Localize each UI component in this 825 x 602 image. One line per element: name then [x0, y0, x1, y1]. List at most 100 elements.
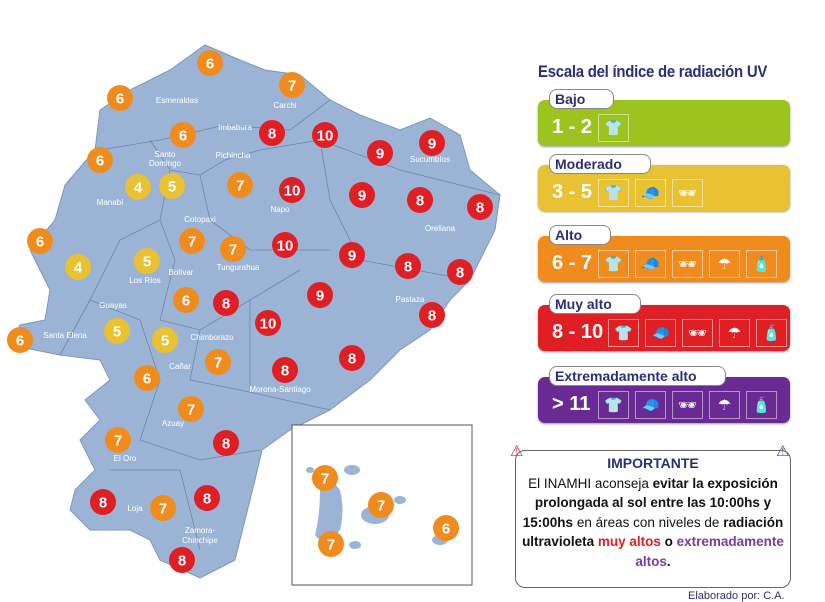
important-notice: IMPORTANTE El INAMHI aconseja evitar la …	[515, 450, 791, 588]
sunglasses-icon: 🕶	[672, 250, 703, 278]
uv-marker: 6	[173, 287, 199, 313]
province-label: Los Ríos	[129, 276, 161, 285]
uv-marker-circle	[220, 236, 246, 262]
uv-marker: 5	[104, 318, 130, 344]
cap-icon: 🧢	[635, 391, 666, 419]
uv-value: 10	[317, 128, 334, 145]
uv-marker: 7	[105, 427, 131, 453]
uv-value: 4	[74, 260, 83, 277]
uv-marker-circle	[349, 182, 375, 208]
cap-icon: 🧢	[645, 319, 676, 347]
sunscreen-icon: 🧴	[746, 391, 777, 419]
province-label: Morona-Santiago	[249, 385, 311, 394]
notice-text: en áreas con niveles de	[573, 514, 724, 530]
uv-value: 7	[114, 433, 122, 450]
uv-marker-circle	[339, 242, 365, 268]
uv-value: 8	[428, 308, 436, 325]
level-label: Moderado	[550, 155, 650, 173]
uv-value: 6	[206, 56, 214, 73]
uv-value: 7	[236, 178, 244, 195]
uv-marker: 7	[279, 72, 305, 98]
uv-marker: 8	[447, 259, 473, 285]
uv-value: 7	[327, 537, 335, 554]
umbrella-icon: ☂	[709, 250, 740, 278]
level-range: 3 - 5	[552, 181, 593, 203]
uv-level-4: Extremadamente alto > 11 👕 🧢 🕶 ☂ 🧴	[538, 367, 790, 423]
uv-value: 6	[96, 153, 104, 170]
uv-value: 8	[476, 200, 484, 217]
province-label: Santa Elena	[43, 331, 87, 340]
province-label: Domingo	[149, 159, 182, 168]
uv-marker: 6	[170, 122, 196, 148]
uv-marker: 7	[178, 396, 204, 422]
sunglasses-icon: 🕶	[672, 179, 703, 207]
level-range: 6 - 7	[552, 252, 593, 274]
uv-marker-circle	[419, 302, 445, 328]
uv-marker: 9	[339, 242, 365, 268]
uv-value: 6	[116, 91, 124, 108]
province-label: El Oro	[114, 454, 137, 463]
uv-marker: 8	[194, 485, 220, 511]
shirt-icon: 👕	[598, 391, 629, 419]
uv-value: 7	[377, 498, 385, 515]
umbrella-icon: ☂	[719, 319, 750, 347]
shirt-icon: 👕	[598, 179, 629, 207]
uv-marker-circle	[87, 147, 113, 173]
uv-value: 8	[203, 491, 211, 508]
sunglasses-icon: 🕶	[682, 319, 713, 347]
uv-value: 5	[168, 179, 176, 196]
uv-marker: 7	[205, 349, 231, 375]
province-label: Loja	[127, 504, 143, 513]
notice-heading: IMPORTANTE	[607, 455, 699, 471]
uv-marker: 8	[407, 187, 433, 213]
uv-marker: 7	[227, 172, 253, 198]
sunscreen-icon: 🧴	[756, 319, 787, 347]
province-label: Azuay	[162, 419, 184, 428]
notice-bold: o	[660, 534, 677, 549]
uv-level-3: Muy alto 8 - 10 👕 🧢 🕶 ☂ 🧴	[538, 295, 790, 351]
uv-marker: 8	[213, 430, 239, 456]
uv-marker: 6	[197, 50, 223, 76]
uv-marker: 8	[272, 357, 298, 383]
uv-marker: 5	[134, 248, 160, 274]
uv-value: 8	[268, 126, 276, 143]
uv-marker-circle	[125, 174, 151, 200]
uv-marker-circle	[395, 253, 421, 279]
shirt-icon: 👕	[608, 319, 639, 347]
uv-value: 9	[376, 146, 384, 163]
uv-marker-circle	[467, 194, 493, 220]
province-label: Pastaza	[396, 295, 425, 304]
level-range: 8 - 10	[552, 321, 604, 343]
uv-value: 7	[159, 501, 167, 518]
level-label: Bajo	[550, 90, 614, 108]
uv-marker: 9	[307, 282, 333, 308]
uv-value: 8	[416, 193, 424, 210]
uv-value: 10	[284, 183, 301, 200]
uv-marker: 7	[220, 236, 246, 262]
province-label: Santo	[155, 150, 176, 159]
notice-bold: evitar la exposición prolongada al sol e…	[522, 475, 778, 530]
notice-bold: radiación ultravioleta	[522, 514, 784, 550]
notice-text: El INAMHI aconseja	[528, 475, 653, 491]
uv-marker-circle	[255, 310, 281, 336]
shirt-icon: 👕	[598, 250, 629, 278]
province-label: Napo	[270, 205, 290, 214]
notice-extreme: extremadamente altos	[635, 534, 784, 569]
shirt-icon: 👕	[598, 114, 629, 142]
uv-value: 10	[260, 316, 277, 333]
province-label: Cotopaxi	[184, 215, 216, 224]
level-label: Muy alto	[550, 295, 640, 313]
uv-marker: 10	[272, 232, 298, 258]
uv-marker-circle	[194, 485, 220, 511]
uv-marker-circle	[368, 492, 394, 518]
uv-value: 6	[179, 128, 187, 145]
province-label: Bolívar	[169, 268, 194, 277]
uv-value: 7	[187, 402, 195, 419]
uv-marker: 10	[279, 177, 305, 203]
umbrella-icon: ☂	[709, 391, 740, 419]
uv-marker: 6	[134, 365, 160, 391]
uv-value: 7	[288, 78, 296, 95]
uv-marker-circle	[312, 465, 338, 491]
uv-marker: 8	[467, 194, 493, 220]
province-label: Chinchipe	[182, 536, 218, 545]
